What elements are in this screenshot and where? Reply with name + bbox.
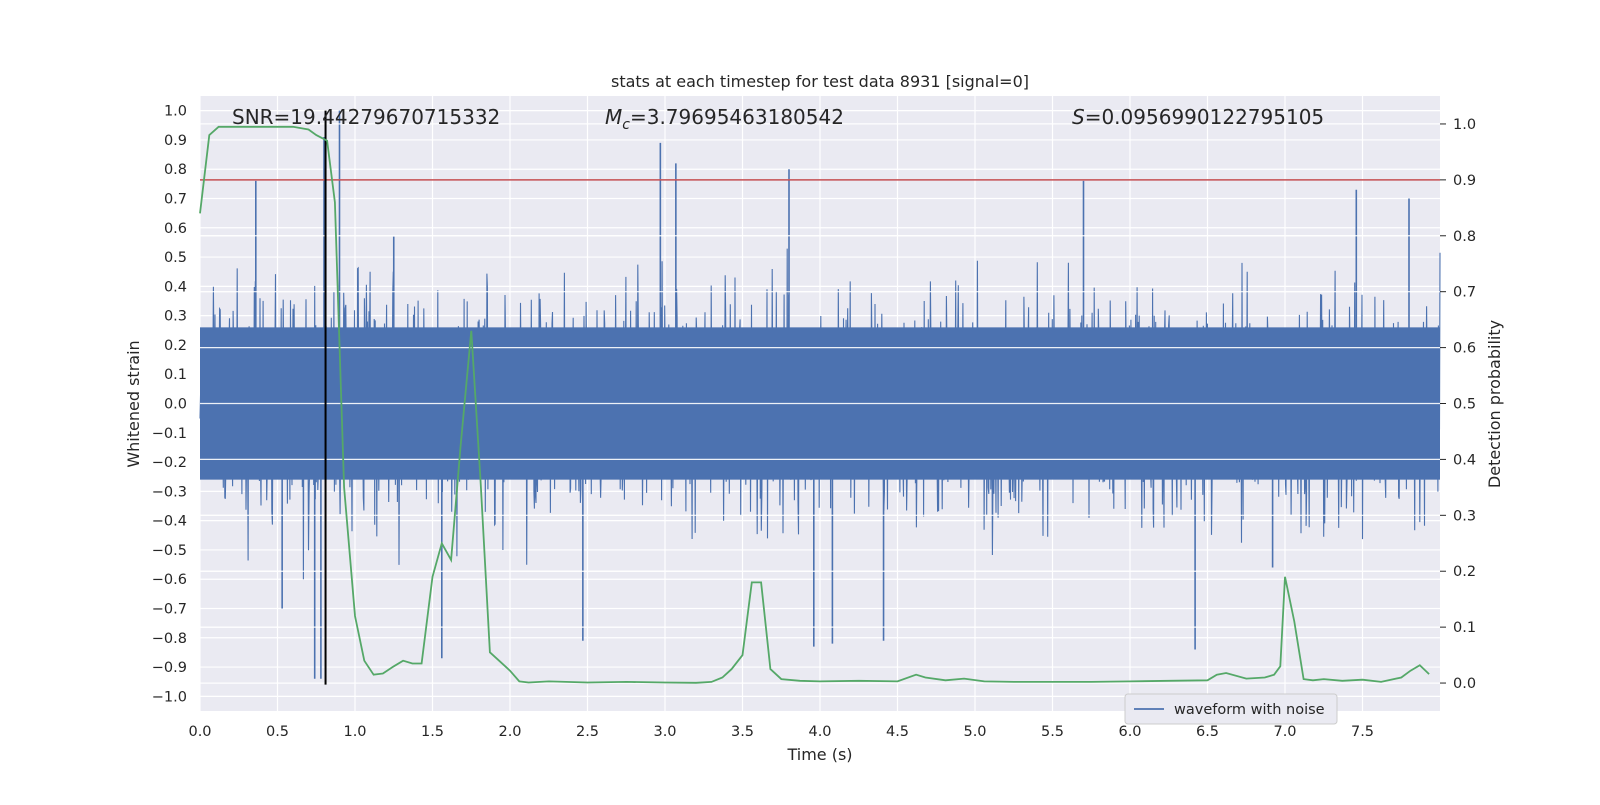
snr-annotation: SNR=19.44279670715332 (232, 105, 500, 129)
probability-line (199, 125, 1430, 684)
x-tick-label: 7.0 (1273, 724, 1296, 740)
x-tick-label: 5.0 (963, 724, 986, 740)
y-right-tick-label: 0.8 (1453, 229, 1476, 245)
x-tick-label: 4.0 (808, 724, 831, 740)
y-left-tick-label: 0.9 (164, 133, 187, 149)
y-left-tick-label: −0.1 (152, 426, 187, 442)
y-left-tick-label: −0.7 (152, 602, 187, 618)
y-right-tick-label: 0.6 (1453, 341, 1476, 357)
overlay-lines (200, 110, 1440, 685)
y-right-tick-labels: 1.0 0.9 0.8 0.7 0.6 0.5 0.4 0.3 0.2 0.1 0.0 (1440, 117, 1476, 692)
legend-entry: waveform with noise (1174, 702, 1325, 718)
probability-series (199, 125, 1430, 684)
waveform-series (199, 110, 1441, 684)
y-left-tick-labels: 1.0 0.9 0.8 0.7 0.6 0.5 0.4 0.3 0.2 0.1 0.0 −0.1 −0.… (152, 104, 187, 706)
legend: waveform with noise (1124, 693, 1338, 725)
y-left-axis-label: Whitened strain (124, 340, 143, 467)
s-annotation: S=0.0956990122795105 (1072, 105, 1324, 129)
legend-box (1124, 693, 1338, 725)
y-left-tick-label: 0.8 (164, 162, 187, 178)
y-right-tick-label: 0.5 (1453, 397, 1476, 413)
x-tick-label: 5.5 (1041, 724, 1064, 740)
y-left-tick-label: 0.4 (164, 279, 187, 295)
x-tick-label: 6.0 (1118, 724, 1141, 740)
y-left-tick-label: 0.1 (164, 367, 187, 383)
y-right-tick-label: 0.7 (1453, 285, 1476, 301)
y-left-tick-label: 0.6 (164, 221, 187, 237)
x-tick-label: 1.5 (421, 724, 444, 740)
y-right-tick-label: 0.2 (1453, 564, 1476, 580)
mc-annotation: Mc=3.79695463180542 (605, 105, 844, 133)
y-right-tick-label: 1.0 (1453, 117, 1476, 133)
mc-value: =3.79695463180542 (630, 105, 844, 129)
y-left-tick-label: −0.8 (152, 631, 187, 647)
mc-subscript: c (622, 117, 630, 133)
x-tick-label: 4.5 (886, 724, 909, 740)
y-left-tick-label: 0.2 (164, 338, 187, 354)
x-tick-label: 2.5 (576, 724, 599, 740)
x-tick-label: 0.5 (266, 724, 289, 740)
y-left-tick-label: 0.5 (164, 250, 187, 266)
y-left-tick-label: −0.9 (152, 660, 187, 676)
y-left-tick-label: −0.6 (152, 572, 187, 588)
x-tick-label: 7.5 (1351, 724, 1374, 740)
x-tick-label: 3.0 (653, 724, 676, 740)
y-left-tick-label: −0.4 (152, 514, 187, 530)
x-tick-label: 2.0 (498, 724, 521, 740)
x-tick-label: 0.0 (188, 724, 211, 740)
x-tick-label: 6.5 (1196, 724, 1219, 740)
y-right-axis-label: Detection probability (1485, 320, 1504, 488)
x-axis-label: Time (s) (786, 745, 852, 764)
x-tick-labels: 0.0 0.5 1.0 1.5 2.0 2.5 3.0 3.5 4.0 4.5 5.0 5.5 6.0 6… (188, 724, 1374, 740)
y-right-tick-label: 0.0 (1453, 676, 1476, 692)
x-tick-label: 1.0 (343, 724, 366, 740)
y-left-tick-label: 1.0 (164, 104, 187, 120)
y-left-tick-label: 0.0 (164, 397, 187, 413)
y-left-tick-label: −0.2 (152, 455, 187, 471)
y-right-tick-label: 0.9 (1453, 173, 1476, 189)
y-left-tick-label: −1.0 (152, 689, 187, 705)
y-left-tick-label: −0.5 (152, 543, 187, 559)
x-tick-label: 3.5 (731, 724, 754, 740)
y-right-tick-label: 0.3 (1453, 508, 1476, 524)
y-right-tick-label: 0.1 (1453, 620, 1476, 636)
y-right-tick-label: 0.4 (1453, 452, 1476, 468)
chart-title: stats at each timestep for test data 893… (611, 72, 1029, 91)
y-left-tick-label: 0.7 (164, 192, 187, 208)
mc-symbol: M (605, 105, 622, 129)
s-value: =0.0956990122795105 (1085, 105, 1324, 129)
y-left-tick-label: 0.3 (164, 309, 187, 325)
y-left-tick-label: −0.3 (152, 484, 187, 500)
s-symbol: S (1072, 105, 1085, 129)
